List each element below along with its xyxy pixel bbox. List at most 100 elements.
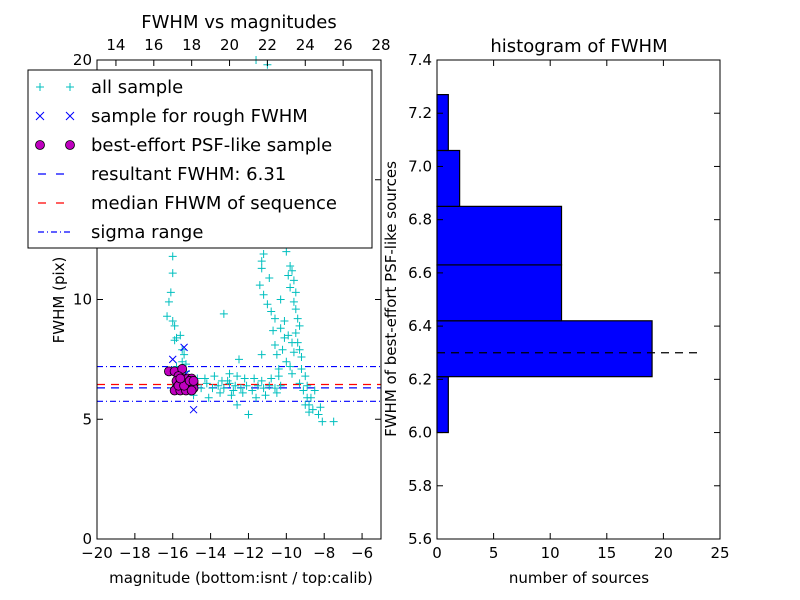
all-sample-point: [286, 283, 295, 292]
all-sample-point: [214, 381, 223, 390]
all-sample-point: [166, 288, 175, 297]
all-sample-point: [236, 384, 245, 393]
all-sample-point: [291, 288, 300, 297]
all-sample-point: [286, 362, 295, 371]
all-sample-point: [164, 297, 173, 306]
best-sample-series: [164, 364, 199, 396]
legend-label: sample for rough FWHM: [91, 106, 308, 127]
legend-box: [27, 69, 373, 249]
all-sample-point: [235, 355, 243, 364]
all-sample-point: [208, 384, 217, 393]
all-sample-point: [204, 393, 213, 402]
rough-sample-point: [168, 355, 177, 364]
hist-y-tick-label: 7.0: [408, 157, 432, 175]
hist-x-tick-label: 0: [432, 544, 442, 562]
all-sample-point: [289, 276, 298, 285]
legend-item-result: resultant FWHM: 6.31: [38, 164, 286, 185]
hist-x-tick-label: 10: [541, 544, 560, 562]
all-sample-point: [233, 372, 242, 381]
all-sample-point: [244, 410, 253, 419]
all-sample-point: [197, 384, 206, 393]
legend-plus-marker: [36, 83, 44, 91]
all-sample-point: [286, 261, 295, 270]
all-sample-point: [200, 374, 209, 383]
top-x-tick-label: 24: [296, 36, 315, 54]
histogram-bar: [436, 93, 449, 152]
all-sample-point: [274, 364, 283, 373]
hist-x-tick-label: 5: [489, 544, 499, 562]
scatter-ylabel: FWHM (pix): [50, 257, 68, 344]
hist-y-tick-label: 6.2: [408, 370, 432, 388]
scatter-title: FWHM vs magnitudes: [141, 12, 336, 33]
all-sample-point: [295, 321, 304, 330]
legend-label: median FHWM of sequence: [91, 193, 337, 214]
all-sample-point: [288, 338, 297, 347]
all-sample-point: [180, 350, 189, 359]
all-sample-point: [272, 350, 281, 359]
all-sample-point: [223, 376, 232, 385]
legend-x-marker: [65, 111, 75, 121]
all-sample-point: [257, 350, 266, 359]
all-sample-point: [231, 381, 240, 390]
legend: all sample sample for rough FWHM best-effo…: [27, 69, 373, 249]
hist-y-tick-label: 6.6: [408, 264, 432, 282]
all-sample-point: [259, 249, 268, 258]
scatter-xlabel: magnitude (bottom:isnt / top:calib): [109, 569, 373, 587]
legend-item-best: best-effort PSF-like sample: [35, 135, 332, 156]
top-x-tick-label: 18: [182, 36, 201, 54]
histogram-xlabel: number of sources: [509, 569, 649, 587]
hist-y-tick-label: 6.0: [408, 424, 432, 442]
all-sample-point: [253, 381, 262, 390]
rough-sample-point: [180, 343, 188, 352]
all-sample-point: [288, 369, 297, 378]
all-sample-point: [170, 321, 179, 330]
hist-y-tick-label: 5.8: [408, 477, 432, 495]
x-tick-label: −8: [313, 544, 335, 562]
all-sample-point: [310, 386, 319, 395]
all-sample-point: [306, 393, 315, 402]
hist-y-tick-label: 7.4: [408, 51, 432, 69]
best-sample-point: [186, 385, 197, 396]
all-sample-point: [274, 372, 283, 381]
all-sample-point: [202, 379, 211, 388]
best-sample-point: [175, 373, 186, 384]
all-sample-point: [265, 381, 274, 390]
all-sample-point: [284, 271, 293, 280]
all-sample-point: [270, 314, 279, 323]
all-sample-point: [257, 376, 266, 385]
x-tick-label: −20: [81, 544, 113, 562]
histogram-bars: [436, 93, 653, 434]
legend-circle-marker: [65, 140, 75, 150]
histogram-bar: [436, 205, 563, 266]
all-sample-point: [219, 384, 228, 393]
hist-y-tick-label: 5.6: [408, 530, 432, 548]
all-sample-point: [288, 266, 297, 275]
scatter-panel: −20−18−16−14−12−10−8−6051015201416182022…: [27, 12, 391, 587]
hist-y-tick-label: 7.2: [408, 104, 432, 122]
all-sample-point: [168, 252, 177, 261]
legend-label: resultant FWHM: 6.31: [91, 164, 286, 185]
all-sample-point: [257, 264, 266, 273]
all-sample-point: [282, 357, 291, 366]
y-tick-label: 20: [73, 51, 92, 69]
all-sample-point: [252, 393, 261, 402]
all-sample-point: [267, 374, 276, 383]
histogram-ylabel: FWHM of best-effort PSF-like sources: [382, 161, 400, 437]
all-sample-point: [276, 295, 285, 304]
all-sample-point: [219, 309, 228, 318]
all-sample-point: [263, 300, 272, 309]
all-sample-point: [276, 324, 285, 333]
y-tick-label: 0: [82, 530, 92, 548]
hist-x-tick-label: 25: [710, 544, 729, 562]
x-tick-label: −10: [271, 544, 303, 562]
all-sample-point: [293, 314, 302, 323]
top-x-tick-label: 26: [334, 36, 353, 54]
all-sample-point: [289, 297, 298, 306]
y-tick-label: 5: [82, 410, 92, 428]
top-x-tick-label: 20: [220, 36, 239, 54]
legend-item-median: median FHWM of sequence: [38, 193, 337, 214]
x-tick-label: −6: [351, 544, 373, 562]
legend-circle-marker: [35, 140, 45, 150]
all-sample-point: [272, 388, 281, 397]
